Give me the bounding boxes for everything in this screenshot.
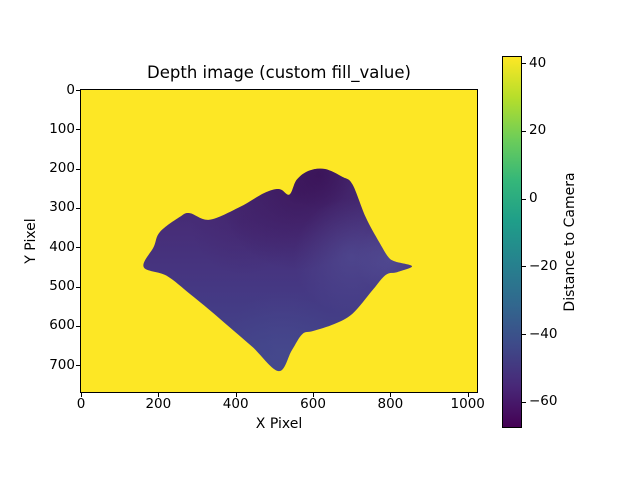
tick-mark — [76, 168, 80, 170]
tick-mark — [467, 393, 469, 397]
tick-mark — [522, 63, 526, 65]
depth-image — [143, 168, 413, 372]
colorbar-tick-label: 40 — [529, 54, 547, 71]
tick-mark — [390, 393, 392, 397]
y-tick-label: 500 — [49, 278, 75, 295]
tick-mark — [76, 365, 80, 367]
x-tick-label: 0 — [76, 396, 86, 412]
colorbar-tick-label: −40 — [529, 325, 558, 342]
colorbar-label: Distance to Camera — [562, 172, 578, 312]
plot-title: Depth image (custom fill_value) — [147, 63, 411, 82]
colorbar — [502, 56, 522, 428]
y-tick-label: 400 — [49, 238, 75, 255]
tick-mark — [313, 393, 315, 397]
tick-mark — [522, 266, 526, 268]
y-tick-label: 100 — [49, 120, 75, 137]
tick-mark — [235, 393, 237, 397]
x-axis-label: X Pixel — [255, 416, 303, 432]
y-tick-label: 700 — [49, 356, 75, 373]
tick-mark — [522, 334, 526, 336]
tick-mark — [76, 129, 80, 131]
y-axis-label: Y Pixel — [23, 218, 39, 264]
tick-mark — [522, 130, 526, 132]
x-tick-label: 600 — [300, 396, 326, 412]
y-tick-label: 600 — [49, 317, 75, 334]
x-tick-label: 1000 — [450, 396, 485, 412]
colorbar-tick-label: −60 — [529, 393, 558, 410]
x-tick-label: 800 — [377, 396, 404, 412]
tick-mark — [81, 393, 82, 397]
tick-mark — [158, 393, 160, 397]
y-tick-label: 300 — [49, 199, 75, 216]
y-tick-label: 0 — [66, 81, 75, 98]
tick-mark — [76, 286, 80, 288]
y-tick-label: 200 — [49, 160, 75, 177]
tick-mark — [522, 198, 526, 200]
tick-mark — [76, 247, 80, 249]
x-tick-label: 200 — [145, 396, 172, 412]
tick-mark — [76, 207, 80, 209]
colorbar-tick-label: 0 — [529, 190, 538, 207]
x-tick-label: 400 — [222, 396, 249, 412]
depth-shading — [143, 168, 413, 372]
tick-mark — [522, 401, 526, 403]
tick-mark — [76, 325, 80, 327]
tick-mark — [76, 90, 80, 91]
colorbar-tick-label: 20 — [529, 122, 547, 139]
colorbar-tick-label: −20 — [529, 257, 558, 274]
plot-area — [80, 89, 478, 393]
